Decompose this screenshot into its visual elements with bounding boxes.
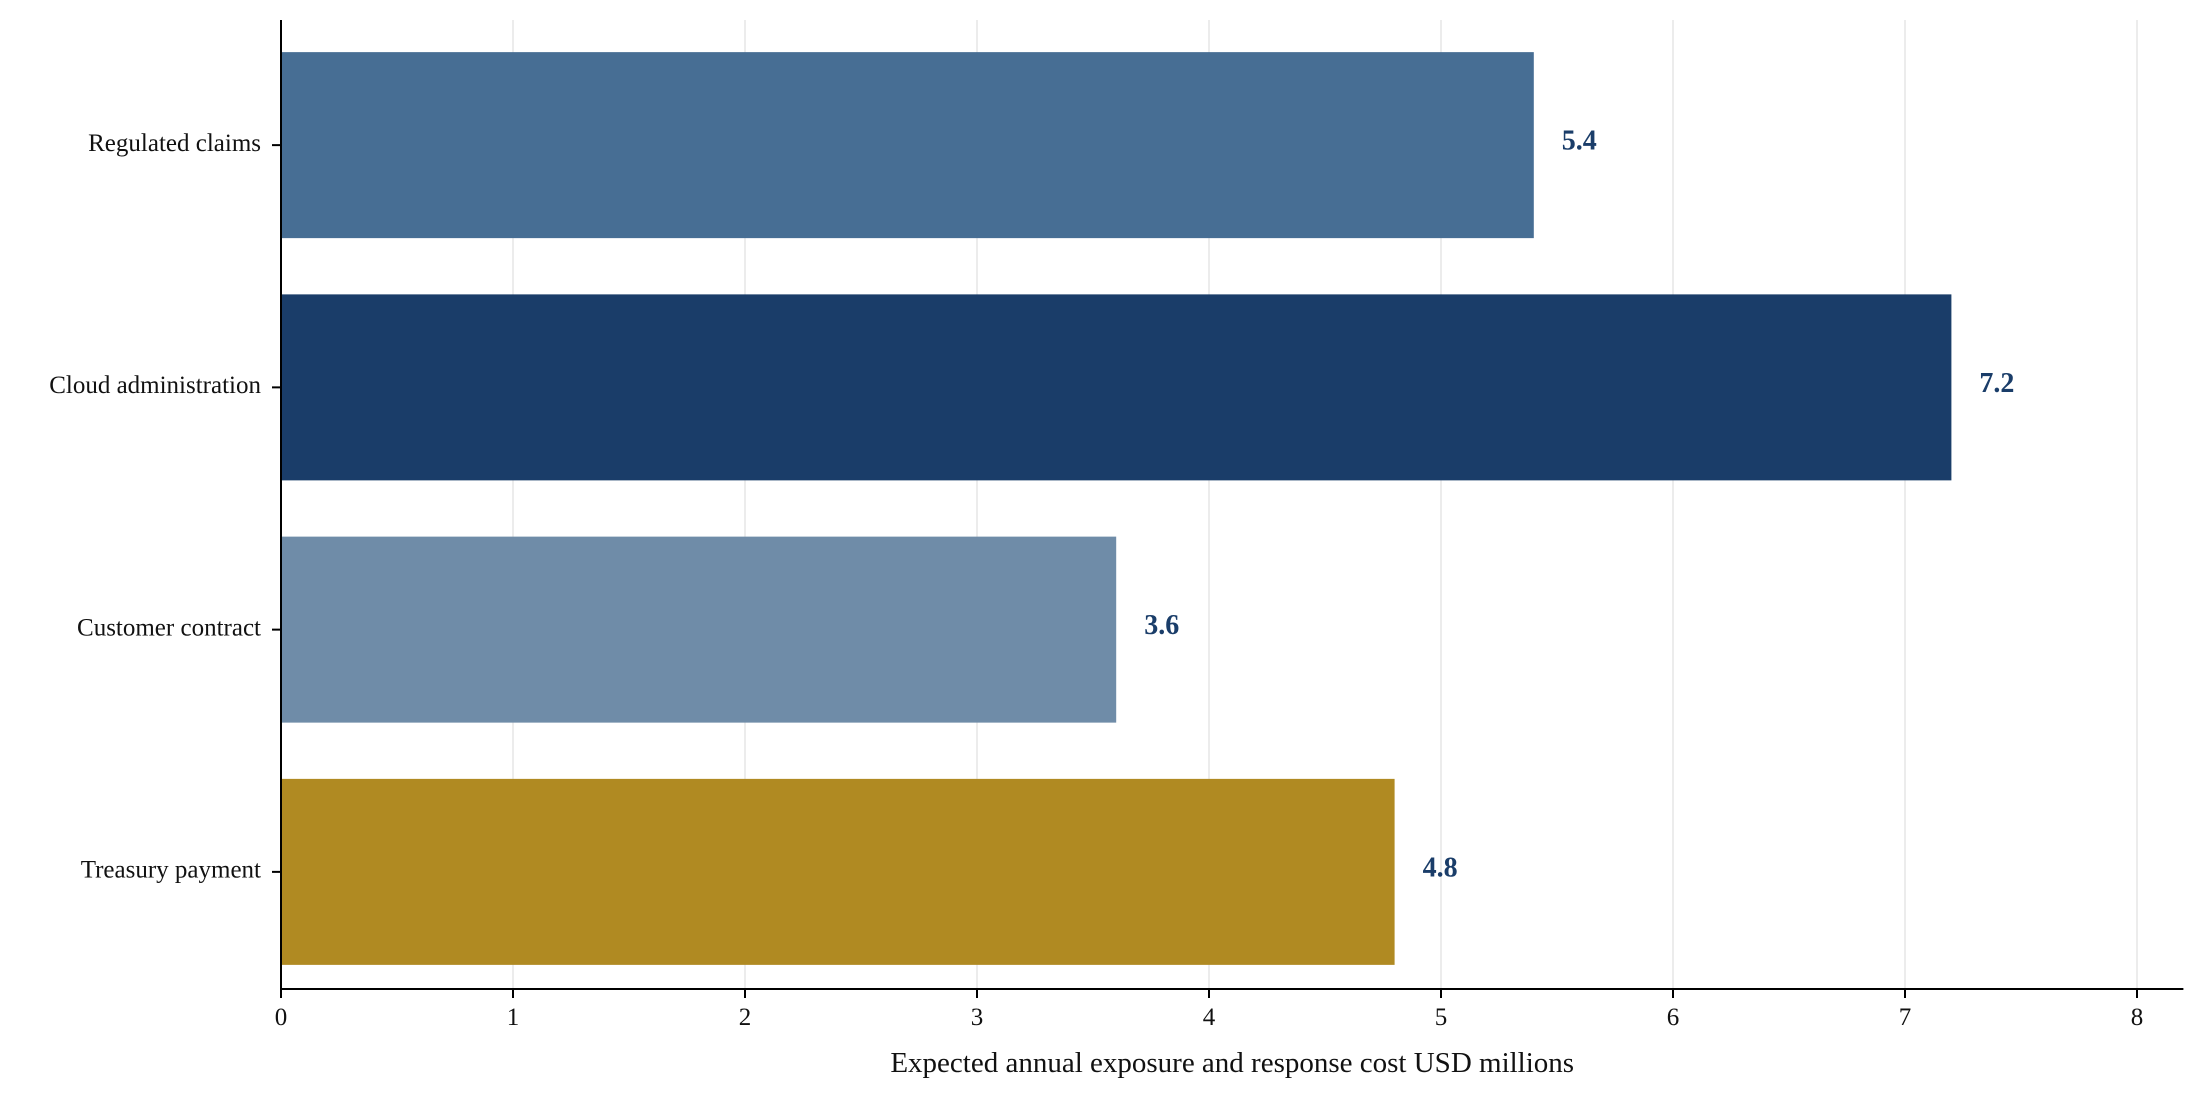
bar [281, 294, 1952, 481]
x-tick-label: 6 [1667, 1004, 1680, 1031]
x-axis-ticks: 0 1 2 3 4 5 6 7 8 [275, 989, 2144, 1031]
category-label: Treasury payment [81, 857, 261, 884]
value-label: 7.2 [1979, 368, 2014, 399]
x-tick-label: 8 [2131, 1004, 2144, 1031]
x-tick-label: 4 [1203, 1004, 1216, 1031]
x-tick-label: 2 [739, 1004, 752, 1031]
value-labels: 5.4 7.2 3.6 4.8 [1144, 126, 2014, 884]
x-tick-label: 1 [507, 1004, 520, 1031]
x-tick-label: 7 [1899, 1004, 1912, 1031]
value-label: 3.6 [1144, 610, 1179, 641]
bars [281, 52, 1952, 965]
x-tick-label: 5 [1435, 1004, 1448, 1031]
bar [281, 52, 1534, 239]
x-tick-label: 0 [275, 1004, 288, 1031]
category-label: Regulated claims [88, 130, 261, 157]
value-label: 5.4 [1562, 126, 1597, 157]
category-label: Cloud administration [49, 372, 261, 399]
x-tick-label: 3 [971, 1004, 984, 1031]
x-axis-title: Expected annual exposure and response co… [890, 1047, 1574, 1079]
y-axis-ticks: Regulated claims Cloud administration Cust… [49, 130, 281, 884]
bar [281, 778, 1395, 965]
bar [281, 536, 1117, 723]
category-label: Customer contract [77, 614, 261, 641]
axes [280, 20, 2184, 990]
value-label: 4.8 [1423, 852, 1458, 883]
